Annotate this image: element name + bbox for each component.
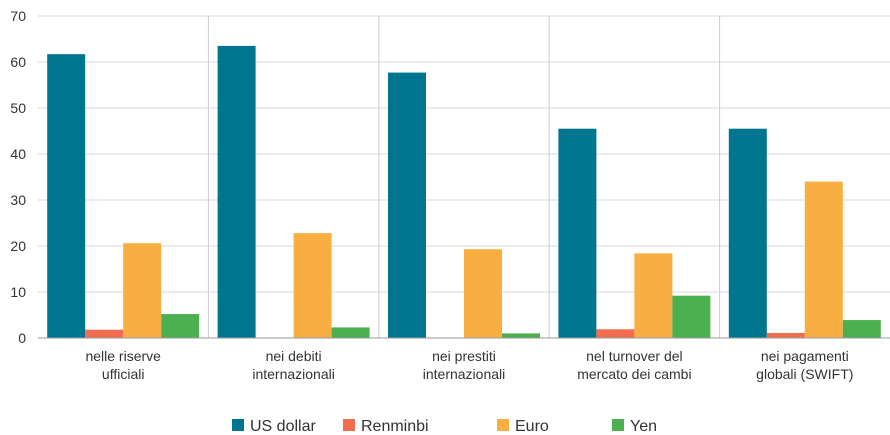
bar-renminbi <box>85 329 124 338</box>
bar-yen <box>672 295 711 338</box>
bar-us-dollar <box>217 45 256 339</box>
category-label: nei debiti <box>266 348 322 364</box>
y-tick-label: 20 <box>10 238 26 254</box>
bar-yen <box>502 333 540 338</box>
bar-us-dollar <box>558 128 597 338</box>
y-tick-label: 10 <box>10 284 26 300</box>
y-axis-ticks: 0 10 20 30 40 50 60 70 <box>10 8 26 346</box>
bar-euro <box>293 233 332 338</box>
legend: US dollar Renminbi Euro Yen <box>232 418 657 435</box>
bar-renminbi <box>766 332 805 338</box>
bar-renminbi <box>596 329 635 338</box>
bar-euro <box>634 253 673 338</box>
y-tick-label: 50 <box>10 100 26 116</box>
bar-us-dollar <box>388 72 426 338</box>
category-label: nel turnover del <box>586 348 683 364</box>
category-label: ufficiali <box>102 366 145 382</box>
legend-swatch-euro <box>497 419 509 431</box>
bar-us-dollar <box>728 128 767 338</box>
category-separators <box>207 16 721 338</box>
bar-euro <box>804 181 843 338</box>
legend-swatch-us-dollar <box>232 419 244 431</box>
bar-euro <box>464 249 502 338</box>
bar-us-dollar <box>47 54 86 339</box>
grid-layer <box>38 15 890 293</box>
category-label: nelle riserve <box>85 348 161 364</box>
bar-yen <box>842 320 881 338</box>
y-tick-label: 60 <box>10 54 26 70</box>
legend-swatch-renminbi <box>343 419 355 431</box>
bars <box>47 45 881 339</box>
bar-yen <box>161 314 200 338</box>
y-tick-label: 30 <box>10 192 26 208</box>
category-label: mercato dei cambi <box>577 366 691 382</box>
category-label: nei pagamenti <box>761 348 849 364</box>
y-tick-label: 70 <box>10 8 26 24</box>
legend-label-euro: Euro <box>515 418 549 435</box>
category-labels: nelle riserve ufficiali nei debiti internaz… <box>85 348 853 382</box>
category-label: globali (SWIFT) <box>756 366 853 382</box>
bar-euro <box>123 243 162 338</box>
legend-label-us-dollar: US dollar <box>250 418 316 435</box>
y-tick-label: 40 <box>10 146 26 162</box>
bar-yen <box>331 327 370 338</box>
category-label: nei prestiti <box>432 348 496 364</box>
legend-swatch-yen <box>612 419 624 431</box>
legend-label-yen: Yen <box>630 418 657 435</box>
category-label: internazionali <box>423 366 506 382</box>
legend-label-renminbi: Renminbi <box>361 418 429 435</box>
y-tick-label: 0 <box>18 330 26 346</box>
category-label: internazionali <box>252 366 335 382</box>
